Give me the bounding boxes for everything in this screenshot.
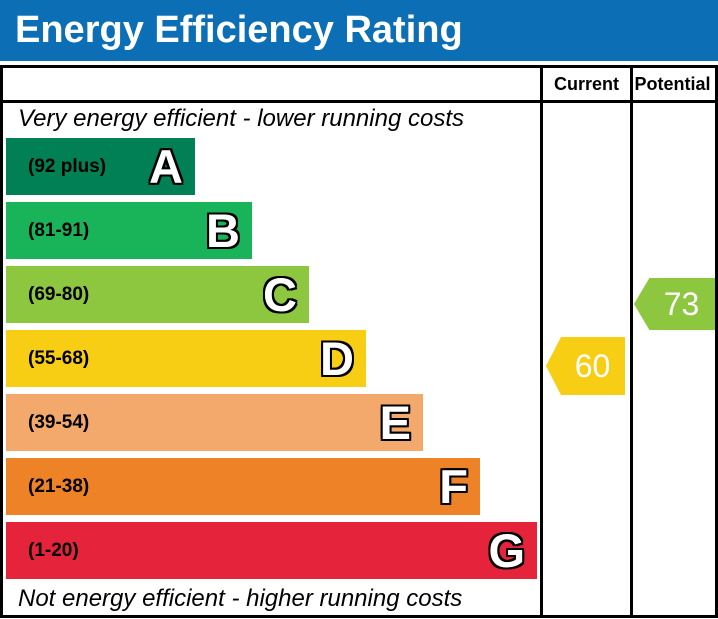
band-c: (69-80) C [6, 266, 309, 323]
band-f-letter: F [439, 460, 468, 513]
page-title: Energy Efficiency Rating [15, 9, 463, 51]
band-d: (55-68) D [6, 330, 366, 387]
band-b-letter: B [206, 204, 240, 257]
current-rating-arrow: 60 [546, 337, 625, 395]
potential-rating-value: 73 [663, 285, 700, 322]
band-f-range: (21-38) [28, 475, 90, 497]
band-f: (21-38) F [6, 458, 480, 515]
band-g-letter: G [488, 524, 525, 577]
band-b: (81-91) B [6, 202, 252, 259]
band-d-letter: D [320, 332, 354, 385]
potential-column-header: Potential [634, 73, 711, 94]
band-e: (39-54) E [6, 394, 423, 451]
band-a: (92 plus) A [6, 138, 195, 195]
title-bar: Energy Efficiency Rating [0, 0, 718, 61]
current-rating-value: 60 [574, 347, 611, 384]
band-b-range: (81-91) [28, 219, 90, 241]
band-c-range: (69-80) [28, 283, 90, 305]
band-g-range: (1-20) [28, 539, 79, 561]
band-e-letter: E [379, 396, 411, 449]
band-d-range: (55-68) [28, 347, 90, 369]
top-note: Very energy efficient - lower running co… [18, 105, 464, 132]
bottom-note: Not energy efficient - higher running co… [18, 585, 463, 612]
band-g: (1-20) G [6, 522, 537, 579]
chart-box: Current Potential Very energy efficient … [0, 65, 718, 618]
potential-rating-arrow: 73 [634, 278, 715, 330]
band-c-letter: C [263, 268, 297, 321]
current-column-header: Current [553, 73, 619, 94]
band-a-range: (92 plus) [28, 155, 107, 177]
column-header-row: Current Potential [3, 68, 715, 103]
current-column-divider [540, 68, 543, 615]
band-e-range: (39-54) [28, 411, 90, 433]
potential-column-divider [630, 68, 633, 615]
band-a-letter: A [149, 140, 183, 193]
